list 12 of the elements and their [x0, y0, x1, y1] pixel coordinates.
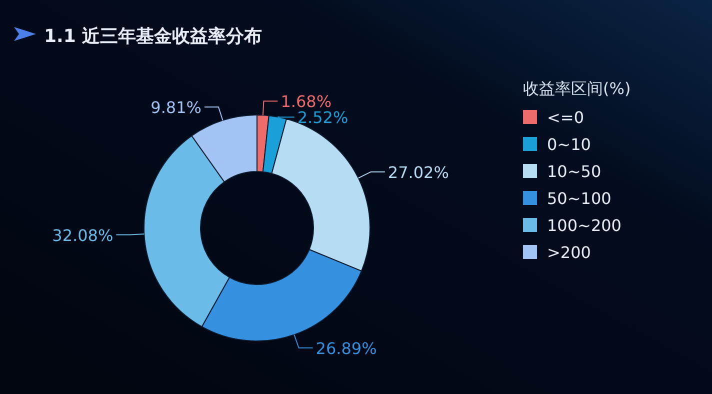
legend-label: >200: [547, 243, 591, 262]
legend-label: 50~100: [547, 189, 612, 208]
legend-label: 10~50: [547, 162, 602, 181]
data-label: 26.89%: [316, 338, 377, 358]
legend-title: 收益率区间(%): [523, 79, 631, 98]
legend-label: 0~10: [547, 135, 591, 154]
chart-title: 1.1 近三年基金收益率分布: [44, 26, 262, 47]
data-label: 32.08%: [52, 226, 114, 245]
data-label: 9.81%: [150, 98, 202, 117]
legend-label: <=0: [547, 108, 584, 127]
data-label: 27.02%: [388, 162, 449, 182]
legend-label: 100~200: [547, 216, 622, 235]
